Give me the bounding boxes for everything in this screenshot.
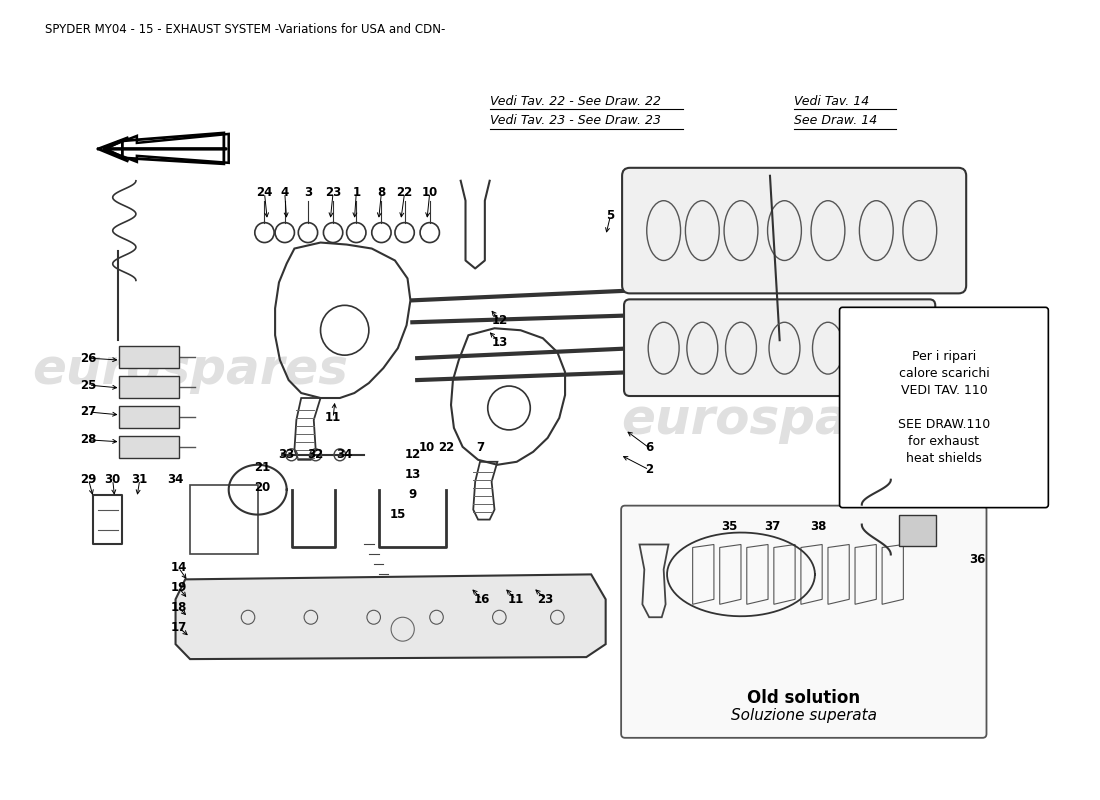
Text: 28: 28 [80, 434, 97, 446]
Text: 23: 23 [538, 593, 554, 606]
Text: eurospares: eurospares [621, 396, 937, 444]
FancyBboxPatch shape [621, 506, 987, 738]
Text: 16: 16 [474, 593, 491, 606]
Text: 19: 19 [170, 581, 187, 594]
Text: 34: 34 [167, 474, 184, 486]
Text: eurospares: eurospares [32, 346, 348, 394]
Text: Old solution: Old solution [747, 689, 860, 707]
Text: 9: 9 [408, 488, 417, 501]
Text: 12: 12 [492, 314, 507, 326]
FancyBboxPatch shape [120, 346, 179, 368]
Text: See Draw. 14: See Draw. 14 [794, 114, 878, 127]
Text: 6: 6 [645, 442, 653, 454]
Text: 37: 37 [763, 520, 780, 533]
Text: 22: 22 [396, 186, 412, 199]
Text: 27: 27 [80, 406, 97, 418]
Text: 22: 22 [438, 442, 454, 454]
Text: 10: 10 [419, 442, 435, 454]
Text: 17: 17 [170, 621, 187, 634]
Text: Vedi Tav. 23 - See Draw. 23: Vedi Tav. 23 - See Draw. 23 [490, 114, 661, 127]
Text: 24: 24 [256, 186, 273, 199]
Text: 5: 5 [606, 209, 615, 222]
Text: 15: 15 [389, 508, 406, 521]
Polygon shape [176, 574, 606, 659]
Text: 38: 38 [810, 520, 826, 533]
FancyBboxPatch shape [624, 299, 935, 396]
FancyBboxPatch shape [899, 514, 936, 546]
Text: 23: 23 [324, 186, 341, 199]
Text: 21: 21 [254, 462, 271, 474]
Text: 11: 11 [507, 593, 524, 606]
Text: 20: 20 [254, 481, 271, 494]
Text: 3: 3 [304, 186, 312, 199]
Text: 8: 8 [377, 186, 385, 199]
FancyBboxPatch shape [623, 168, 966, 294]
Text: 26: 26 [80, 352, 97, 365]
Text: Vedi Tav. 22 - See Draw. 22: Vedi Tav. 22 - See Draw. 22 [490, 94, 661, 107]
Text: 30: 30 [104, 474, 121, 486]
Text: 2: 2 [645, 463, 653, 476]
Text: Vedi Tav. 14: Vedi Tav. 14 [794, 94, 869, 107]
Text: 14: 14 [170, 561, 187, 574]
Text: 10: 10 [421, 186, 438, 199]
Text: Soluzione superata: Soluzione superata [730, 708, 877, 723]
Text: 18: 18 [170, 601, 187, 614]
Text: 13: 13 [492, 336, 507, 349]
Text: 13: 13 [404, 468, 420, 482]
Text: 33: 33 [278, 448, 295, 462]
FancyBboxPatch shape [120, 376, 179, 398]
Text: SPYDER MY04 - 15 - EXHAUST SYSTEM -Variations for USA and CDN-: SPYDER MY04 - 15 - EXHAUST SYSTEM -Varia… [45, 22, 446, 36]
FancyBboxPatch shape [120, 406, 179, 428]
Text: 32: 32 [308, 448, 323, 462]
Text: 11: 11 [324, 411, 341, 425]
Text: 4: 4 [280, 186, 289, 199]
Text: 34: 34 [337, 448, 353, 462]
Text: 29: 29 [80, 474, 97, 486]
Text: 36: 36 [969, 553, 986, 566]
Text: 1: 1 [352, 186, 361, 199]
Text: 12: 12 [404, 448, 420, 462]
Text: 35: 35 [722, 520, 738, 533]
Text: 25: 25 [80, 378, 97, 391]
Text: 7: 7 [476, 442, 484, 454]
FancyBboxPatch shape [120, 436, 179, 458]
Text: 31: 31 [132, 474, 147, 486]
FancyBboxPatch shape [839, 307, 1048, 508]
Text: Per i ripari
calore scarichi
VEDI TAV. 110

SEE DRAW.110
for exhaust
heat shield: Per i ripari calore scarichi VEDI TAV. 1… [898, 350, 990, 465]
